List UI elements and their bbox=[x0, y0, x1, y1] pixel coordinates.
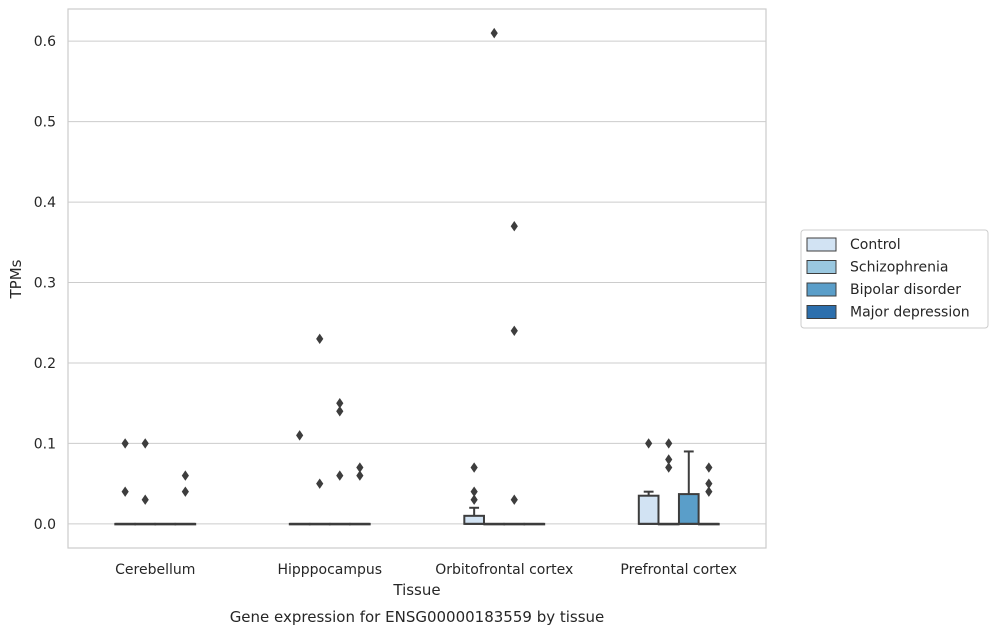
legend-swatch bbox=[806, 260, 837, 274]
outlier-point bbox=[356, 462, 364, 473]
outlier-point bbox=[470, 462, 478, 473]
legend: Control Schizophrenia Bipolar disorder Majo… bbox=[800, 229, 989, 329]
box-body bbox=[637, 494, 660, 525]
legend-swatch bbox=[806, 237, 837, 252]
outlier-point bbox=[181, 486, 189, 497]
box-body bbox=[677, 493, 700, 525]
outlier-point bbox=[296, 430, 304, 441]
box-bipolar-disorder bbox=[328, 397, 351, 526]
outlier-point bbox=[121, 438, 129, 449]
x-tick-label: Prefrontal cortex bbox=[620, 562, 737, 578]
outlier-point bbox=[356, 470, 364, 481]
y-tick-label: 0.6 bbox=[34, 34, 56, 50]
chart-caption: Gene expression for ENSG00000183559 by t… bbox=[230, 608, 605, 626]
legend-label: Bipolar disorder bbox=[850, 282, 961, 298]
outlier-point bbox=[336, 397, 344, 409]
box-bipolar-disorder bbox=[677, 450, 700, 525]
box-schizophrenia bbox=[483, 27, 506, 526]
box-schizophrenia bbox=[308, 333, 331, 526]
outlier-point bbox=[316, 478, 324, 489]
outlier-point bbox=[316, 333, 324, 345]
gridlines bbox=[68, 40, 766, 525]
y-tick-label: 0.3 bbox=[34, 276, 56, 292]
outlier-point bbox=[665, 454, 673, 465]
outlier-point bbox=[510, 325, 518, 336]
outlier-point bbox=[705, 486, 713, 497]
x-tick-label: Orbitofrontal cortex bbox=[435, 562, 573, 578]
box-control bbox=[288, 430, 311, 526]
box-bipolar-disorder bbox=[503, 221, 526, 526]
box-body bbox=[463, 514, 485, 525]
outlier-point bbox=[705, 478, 713, 489]
box-major-depression bbox=[174, 470, 197, 526]
outlier-point bbox=[141, 438, 149, 449]
box-bipolar-disorder bbox=[154, 522, 177, 526]
box-major-depression bbox=[523, 522, 546, 526]
legend-swatch bbox=[806, 305, 837, 319]
x-tick-labels: Cerebellum Hipppocampus Orbitofrontal cort… bbox=[115, 562, 737, 578]
outlier-point bbox=[336, 470, 344, 481]
y-axis-label: TPMs bbox=[7, 259, 25, 299]
outlier-point bbox=[490, 27, 498, 39]
outlier-point bbox=[665, 438, 673, 449]
legend-swatch bbox=[806, 282, 837, 297]
outlier-point bbox=[665, 462, 673, 473]
outlier-point bbox=[141, 494, 149, 505]
box-major-depression bbox=[349, 462, 371, 526]
outlier-point bbox=[336, 406, 344, 417]
box-major-depression bbox=[698, 462, 720, 526]
y-tick-labels: 0.0 0.1 0.2 0.3 0.4 0.5 0.6 bbox=[34, 34, 56, 533]
y-tick-label: 0.4 bbox=[34, 195, 56, 211]
plot-frame bbox=[67, 8, 767, 549]
x-tick-label: Hipppocampus bbox=[277, 562, 382, 578]
legend-label: Schizophrenia bbox=[850, 260, 948, 276]
legend-box bbox=[800, 229, 989, 329]
x-tick-label: Cerebellum bbox=[115, 562, 195, 578]
y-tick-label: 0.2 bbox=[34, 356, 56, 372]
box-schizophrenia bbox=[657, 438, 680, 526]
legend-label: Control bbox=[850, 237, 901, 253]
box-control bbox=[114, 438, 136, 526]
box-schizophrenia bbox=[134, 438, 157, 526]
box-series bbox=[114, 27, 720, 526]
box-control bbox=[637, 438, 660, 525]
box-control bbox=[463, 462, 485, 525]
outlier-point bbox=[510, 221, 518, 232]
outlier-point bbox=[181, 470, 189, 481]
outlier-point bbox=[121, 486, 129, 497]
outlier-point bbox=[470, 494, 478, 505]
outlier-point bbox=[705, 462, 713, 473]
outlier-point bbox=[470, 486, 478, 497]
y-tick-label: 0.1 bbox=[34, 436, 56, 452]
y-tick-label: 0.0 bbox=[34, 517, 56, 533]
x-axis-label: Tissue bbox=[392, 581, 440, 599]
y-tick-label: 0.5 bbox=[34, 115, 56, 131]
outlier-point bbox=[645, 438, 653, 449]
outlier-point bbox=[510, 494, 518, 505]
legend-label: Major depression bbox=[850, 305, 970, 321]
